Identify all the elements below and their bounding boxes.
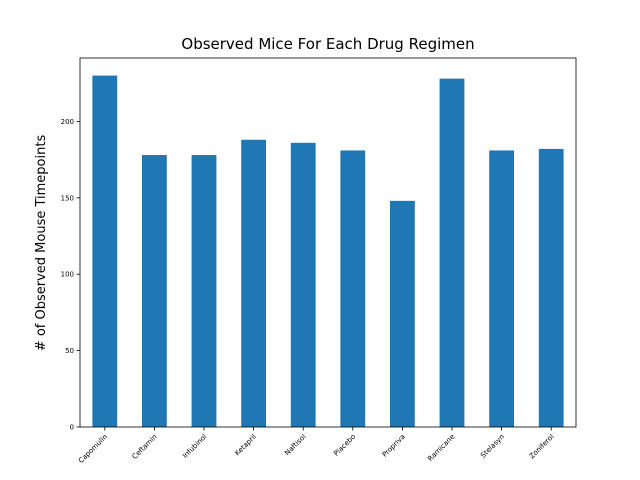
bar-infubinol	[191, 155, 217, 427]
x-tick-label: Capomulin	[77, 433, 109, 465]
y-tick-label: 50	[65, 347, 74, 355]
x-tick-label: Ketapril	[233, 433, 258, 458]
y-tick-label: 100	[61, 271, 74, 279]
bar-ketapril	[241, 139, 266, 427]
bar-propriva	[390, 200, 415, 427]
x-tick-label: Zoniferol	[528, 433, 556, 461]
x-tick-label: Naftisol	[283, 433, 307, 457]
y-axis-label: # of Observed Mouse Timepoints	[34, 135, 49, 352]
y-tick-label: 150	[61, 194, 74, 202]
bars-group	[92, 75, 564, 428]
x-tick-label: Propriva	[381, 433, 407, 459]
x-tick-label: Ceftamin	[131, 433, 159, 461]
x-tick-label: Placebo	[332, 433, 357, 458]
bar-naftisol	[290, 142, 316, 427]
x-tick-label: Infubinol	[181, 433, 208, 460]
bar-placebo	[340, 150, 366, 428]
x-tick-label: Ramicane	[426, 433, 456, 463]
bar-capomulin	[92, 75, 118, 428]
y-axis-ticks: 0 50 100 150 200	[61, 118, 80, 432]
bar-ceftamin	[142, 155, 167, 427]
chart-title: Observed Mice For Each Drug Regimen	[181, 35, 474, 53]
y-tick-label: 200	[61, 118, 74, 126]
bar-stelasyn	[489, 150, 514, 428]
bar-zoniferol	[538, 148, 564, 428]
bar-ramicane	[439, 78, 465, 428]
x-tick-label: Stelasyn	[479, 433, 506, 460]
x-axis-ticks: Capomulin Ceftamin Infubinol Ketapril Naftis…	[77, 427, 556, 465]
plot-area-frame	[79, 57, 577, 428]
y-tick-label: 0	[70, 424, 74, 432]
